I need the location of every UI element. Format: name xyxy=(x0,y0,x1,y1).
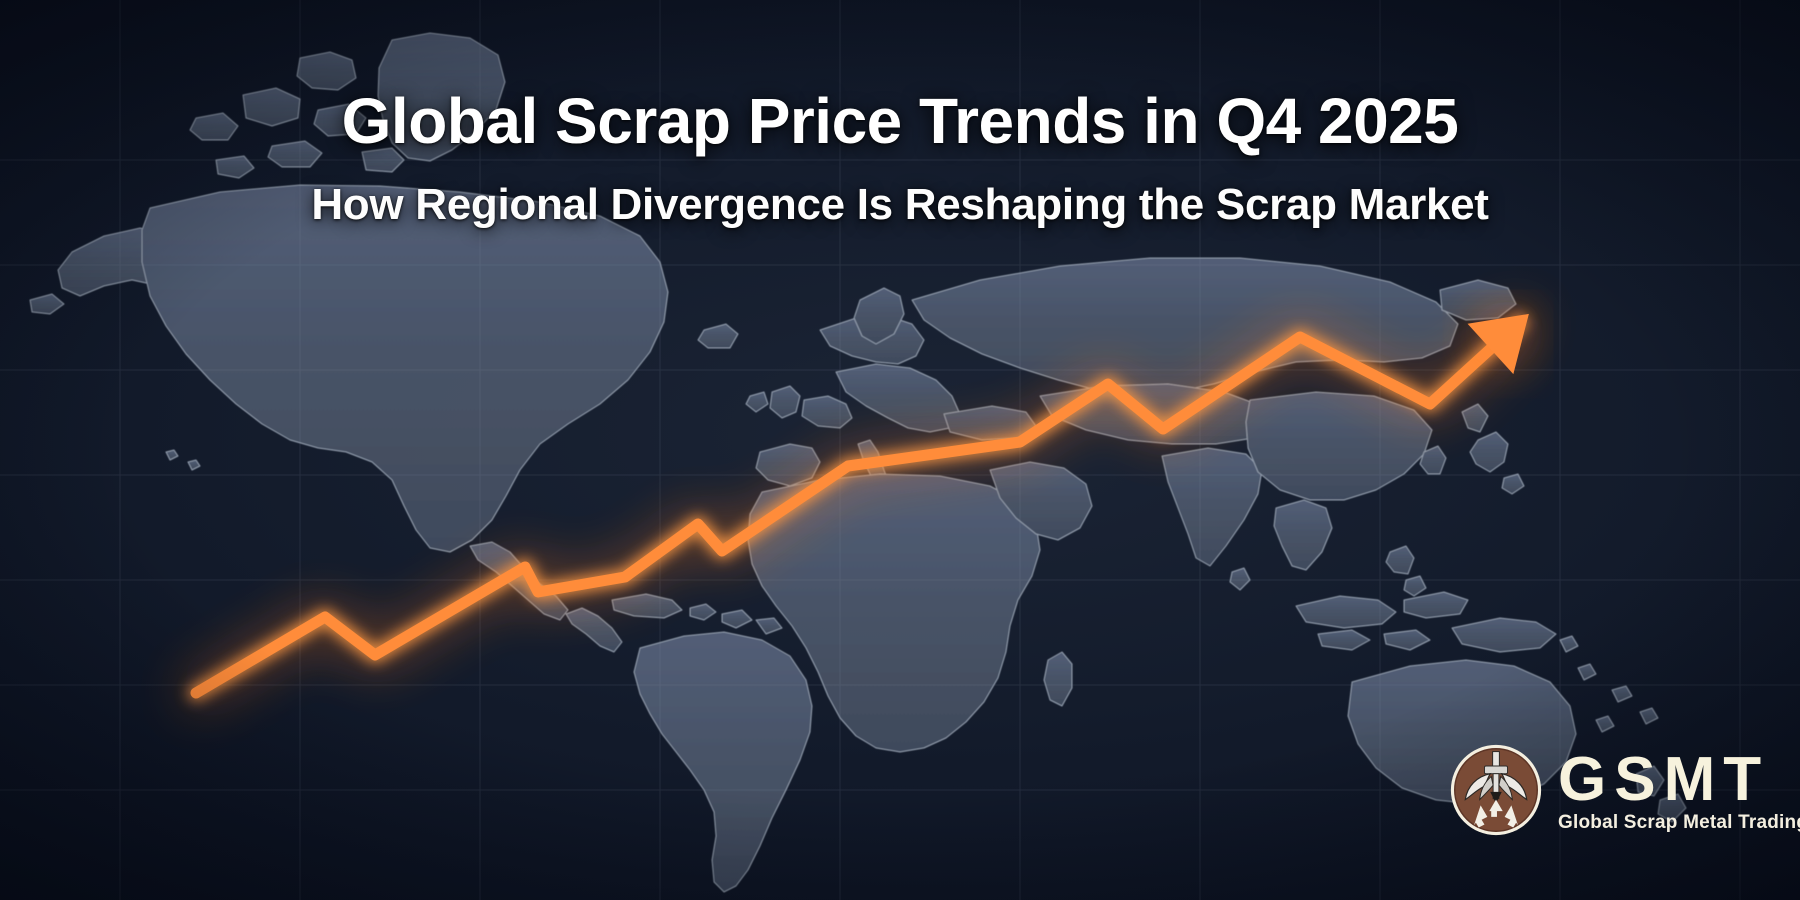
headline-block: Global Scrap Price Trends in Q4 2025 How… xyxy=(0,85,1800,230)
logo-text-group: GSMT Global Scrap Metal Trading xyxy=(1558,744,1800,834)
page-title: Global Scrap Price Trends in Q4 2025 xyxy=(341,85,1459,157)
page-subtitle: How Regional Divergence Is Reshaping the… xyxy=(311,180,1489,230)
trend-line-stroke xyxy=(190,316,1526,699)
grapple-claw-recycling-icon xyxy=(1448,742,1544,843)
logo-tagline: Global Scrap Metal Trading xyxy=(1558,812,1800,834)
gsmt-logo[interactable]: GSMT Global Scrap Metal Trading xyxy=(1448,742,1800,843)
logo-wordmark: GSMT xyxy=(1558,744,1770,814)
